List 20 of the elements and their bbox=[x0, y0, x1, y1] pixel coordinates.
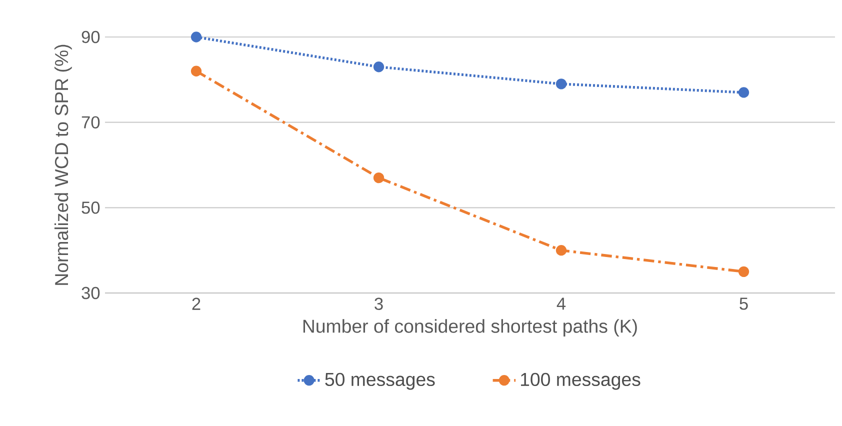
x-tick-label: 3 bbox=[374, 298, 383, 310]
legend-label: 100 messages bbox=[520, 372, 640, 390]
point bbox=[190, 32, 202, 42]
point bbox=[738, 87, 750, 98]
y-tick-label: 70 bbox=[82, 116, 100, 128]
y-tick-label: 90 bbox=[82, 30, 100, 44]
legend-label: 50 messages bbox=[325, 372, 435, 390]
point bbox=[556, 78, 567, 90]
y-tick-label: 30 bbox=[82, 286, 100, 300]
point bbox=[190, 66, 202, 76]
point bbox=[738, 266, 750, 277]
point bbox=[373, 172, 384, 184]
x-tick-label: 5 bbox=[740, 298, 748, 310]
point bbox=[556, 245, 567, 256]
x-tick-label: 4 bbox=[556, 298, 566, 310]
y-axis-title: Normalized WCD to SPR (%) bbox=[54, 44, 72, 285]
x-axis-title: Number of considered shortest paths (K) bbox=[303, 319, 637, 337]
point bbox=[373, 62, 384, 72]
y-tick-label: 50 bbox=[82, 202, 100, 214]
x-tick-label: 2 bbox=[192, 298, 200, 310]
